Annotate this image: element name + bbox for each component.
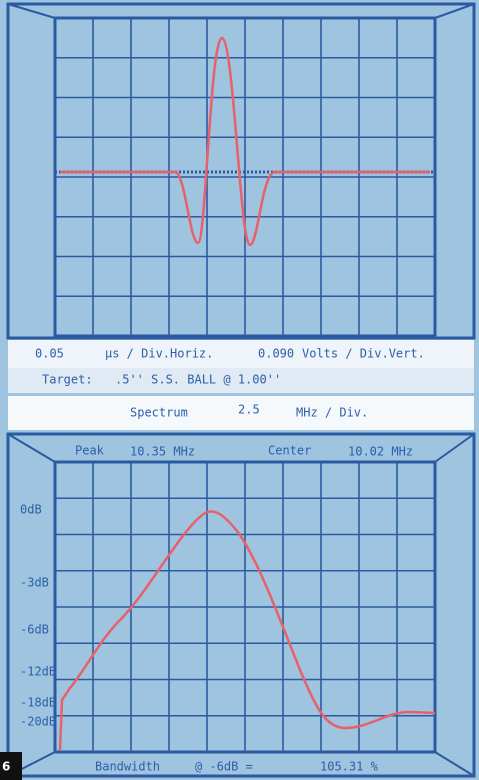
horiz-unit: µs / Div.Horiz. <box>105 347 213 361</box>
spectrum-grid <box>55 462 435 752</box>
spectrum-label: Spectrum <box>130 406 188 420</box>
peak-value: 10.35 MHz <box>130 445 195 459</box>
db-label: -20dB <box>20 715 56 729</box>
spectrum-value: 2.5 <box>238 403 260 417</box>
center-label: Center <box>268 444 311 458</box>
figure-badge <box>0 752 22 780</box>
db-label: -18dB <box>20 696 56 710</box>
spectrum-curve <box>58 510 436 751</box>
target-label: Target: <box>42 373 93 387</box>
db-labels: 0dB -3dB -6dB -12dB -18dB -20dB <box>20 503 56 729</box>
figure-number: 6 <box>2 760 10 774</box>
db-label: -3dB <box>20 576 49 590</box>
info-band <box>8 368 474 393</box>
db-label: -12dB <box>20 665 56 679</box>
center-value: 10.02 MHz <box>348 445 413 459</box>
waveform <box>60 36 430 247</box>
info-band <box>8 340 474 368</box>
spectrum-band <box>8 396 474 430</box>
horiz-value: 0.05 <box>35 347 64 361</box>
target-value: .5'' S.S. BALL @ 1.00'' <box>115 373 281 387</box>
db-label: -6dB <box>20 623 49 637</box>
spectrum-unit: MHz / Div. <box>296 406 368 420</box>
bandwidth-value: 105.31 % <box>320 760 379 774</box>
bandwidth-condition: @ -6dB = <box>195 760 253 774</box>
db-label: 0dB <box>20 503 42 517</box>
bandwidth-label: Bandwidth <box>95 760 160 774</box>
vert-value: 0.090 <box>258 347 294 361</box>
vert-unit: Volts / Div.Vert. <box>302 347 425 361</box>
peak-label: Peak <box>75 444 105 458</box>
